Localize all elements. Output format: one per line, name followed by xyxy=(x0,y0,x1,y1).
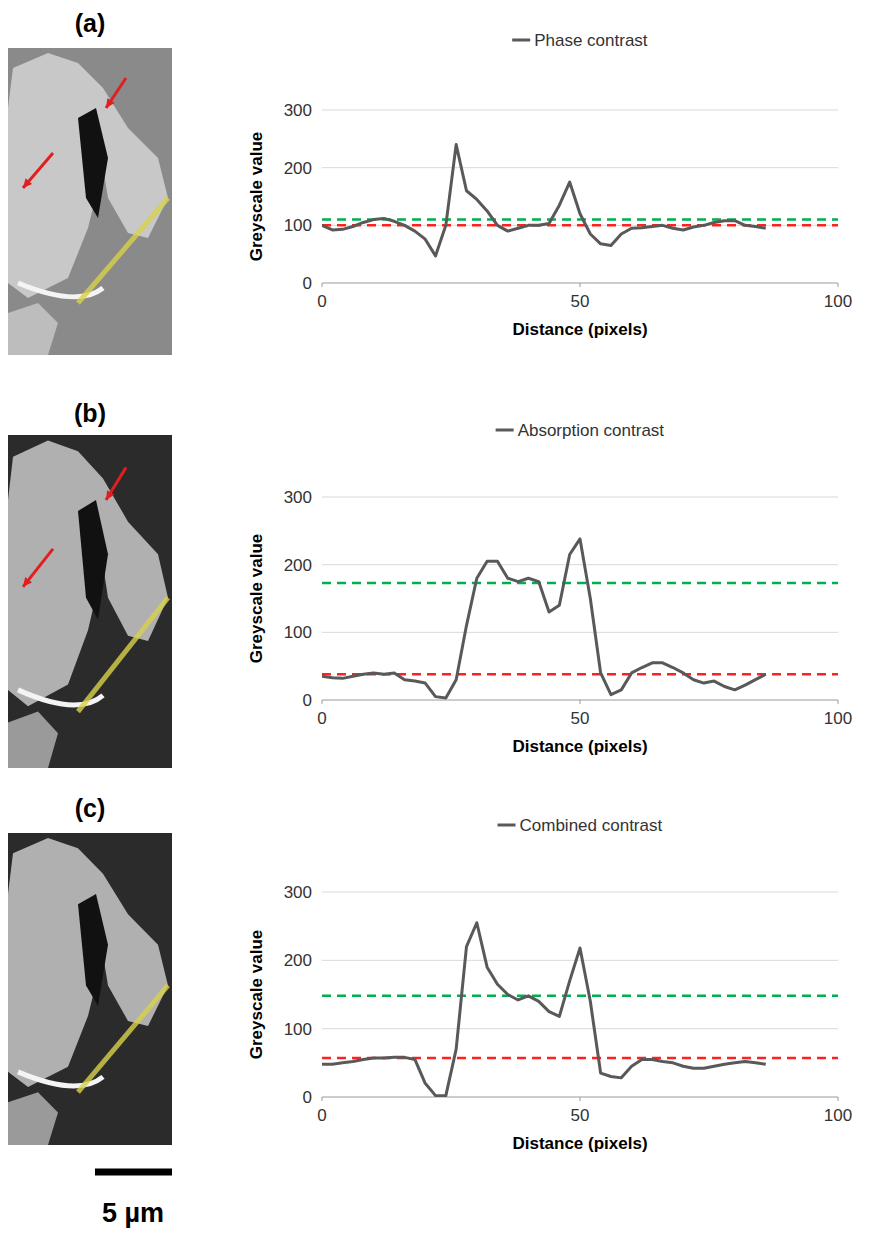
y-tick-label: 100 xyxy=(284,623,312,642)
reference-line xyxy=(322,995,838,998)
y-tick-label: 200 xyxy=(284,951,312,970)
grid-line xyxy=(322,892,838,893)
x-tick xyxy=(322,700,323,704)
scale-bar-label: 5 µm xyxy=(102,1198,164,1228)
x-axis-title: Distance (pixels) xyxy=(512,320,647,339)
profile-line xyxy=(78,198,168,303)
y-axis-title: Greyscale value xyxy=(247,132,266,261)
y-tick-label: 300 xyxy=(284,101,312,120)
x-tick-label: 0 xyxy=(317,709,326,728)
y-axis-title: Greyscale value xyxy=(247,930,266,1059)
arrow xyxy=(106,78,126,108)
image-ground xyxy=(8,48,172,355)
profile-line xyxy=(78,598,168,712)
y-tick-label: 300 xyxy=(284,488,312,507)
plot-area xyxy=(322,539,838,698)
grid-line xyxy=(322,1028,838,1029)
reference-line xyxy=(322,218,838,221)
micrograph xyxy=(8,435,172,768)
legend-swatch xyxy=(496,429,514,432)
y-tick-label: 100 xyxy=(284,1020,312,1039)
grid-line xyxy=(322,497,838,498)
particle xyxy=(8,303,58,355)
arrow-head xyxy=(106,490,114,500)
grid-line xyxy=(322,110,838,111)
x-tick xyxy=(838,700,839,704)
arrow xyxy=(23,549,53,587)
particle xyxy=(8,712,58,768)
arrow xyxy=(106,468,126,501)
particle xyxy=(8,838,168,1087)
arrow-head xyxy=(23,178,32,188)
y-tick-label: 200 xyxy=(284,556,312,575)
crack xyxy=(78,108,108,218)
x-axis-title: Distance (pixels) xyxy=(512,737,647,756)
panel-letter: (b) xyxy=(74,399,106,427)
x-tick-label: 50 xyxy=(571,1106,590,1125)
image-ground xyxy=(8,833,172,1145)
image-ground xyxy=(8,435,172,768)
arrow-head xyxy=(106,98,115,108)
reference-line xyxy=(322,582,838,585)
legend-label: Phase contrast xyxy=(534,31,648,50)
x-tick xyxy=(580,700,581,704)
y-tick-label: 200 xyxy=(284,159,312,178)
figure: (a) 0 100 200 300 0 50 100 Distance (pixels) Grey… xyxy=(0,0,872,1257)
x-tick-label: 100 xyxy=(824,709,852,728)
x-tick-label: 0 xyxy=(317,292,326,311)
x-tick xyxy=(322,1097,323,1101)
x-tick xyxy=(838,283,839,287)
legend-label: Absorption contrast xyxy=(518,421,665,440)
legend-swatch xyxy=(512,39,530,42)
crack xyxy=(78,894,108,1006)
grid-line xyxy=(322,960,838,961)
x-tick-label: 100 xyxy=(824,292,852,311)
micrograph xyxy=(8,833,172,1145)
y-tick-label: 300 xyxy=(284,883,312,902)
grid-line xyxy=(322,225,838,226)
x-tick-label: 0 xyxy=(317,1106,326,1125)
x-tick xyxy=(580,1097,581,1101)
x-tick-label: 50 xyxy=(571,292,590,311)
grid-line xyxy=(322,632,838,633)
y-tick-label: 100 xyxy=(284,216,312,235)
arrow-head xyxy=(23,577,32,587)
micrograph xyxy=(8,48,172,355)
panel-letter: (c) xyxy=(75,794,106,822)
particle xyxy=(8,1092,58,1145)
grid-line xyxy=(322,564,838,565)
plot-area xyxy=(322,145,838,256)
grid-line xyxy=(322,167,838,168)
particle xyxy=(8,440,168,706)
x-axis-title: Distance (pixels) xyxy=(512,1134,647,1153)
scale-bar xyxy=(95,1169,172,1176)
y-tick-label: 0 xyxy=(303,274,312,293)
x-tick xyxy=(322,283,323,287)
y-tick-label: 0 xyxy=(303,1088,312,1107)
particle xyxy=(8,53,168,298)
x-tick-label: 50 xyxy=(571,709,590,728)
arrow xyxy=(23,153,53,188)
x-tick-label: 100 xyxy=(824,1106,852,1125)
panel-letter: (a) xyxy=(75,9,106,37)
y-tick-label: 0 xyxy=(303,691,312,710)
crack xyxy=(78,500,108,619)
legend-swatch xyxy=(498,824,516,827)
y-axis-title: Greyscale value xyxy=(247,534,266,663)
legend-label: Combined contrast xyxy=(520,816,663,835)
x-tick xyxy=(580,283,581,287)
series-line xyxy=(322,539,766,698)
series-line xyxy=(322,145,766,256)
profile-line xyxy=(78,985,168,1092)
series-line xyxy=(322,923,766,1096)
x-tick xyxy=(838,1097,839,1101)
plot-area xyxy=(322,923,838,1096)
